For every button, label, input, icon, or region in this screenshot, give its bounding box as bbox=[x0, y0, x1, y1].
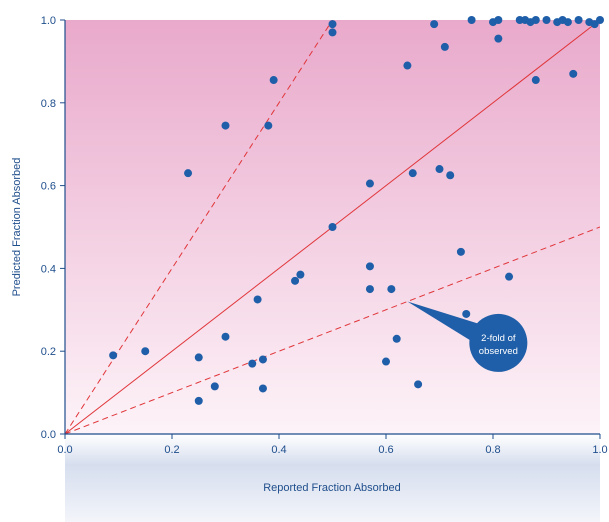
data-point bbox=[403, 61, 412, 70]
data-point bbox=[494, 34, 503, 43]
data-point bbox=[435, 165, 444, 174]
data-point bbox=[184, 169, 193, 178]
data-point bbox=[194, 396, 203, 405]
data-point bbox=[269, 76, 278, 85]
data-point bbox=[296, 270, 305, 279]
data-point bbox=[382, 357, 390, 366]
data-point bbox=[596, 16, 604, 24]
data-points bbox=[109, 16, 604, 405]
data-point bbox=[365, 179, 374, 188]
data-point bbox=[141, 347, 150, 356]
data-point bbox=[456, 247, 465, 256]
x-tick-label: 0.0 bbox=[57, 444, 72, 456]
annotation-bubble bbox=[407, 301, 528, 372]
reference-line-2-fold-under bbox=[65, 226, 600, 434]
data-point bbox=[462, 309, 471, 318]
data-point bbox=[365, 285, 374, 294]
data-point bbox=[531, 76, 540, 85]
data-point bbox=[387, 285, 396, 294]
data-point bbox=[328, 223, 337, 231]
data-point bbox=[291, 276, 300, 285]
x-tick-labels: 0.0 0.2 0.4 0.6 0.8 1.0 bbox=[57, 444, 607, 456]
annotation-text-line1: 2-fold of bbox=[481, 333, 516, 344]
data-point bbox=[569, 69, 578, 78]
data-point bbox=[531, 16, 540, 24]
data-point bbox=[221, 332, 230, 341]
x-tick-label: 0.2 bbox=[164, 444, 179, 456]
data-point bbox=[328, 20, 337, 29]
data-point bbox=[574, 16, 583, 24]
y-tick-label: 0.6 bbox=[41, 181, 56, 193]
x-tick-label: 0.6 bbox=[378, 444, 393, 456]
data-point bbox=[392, 334, 401, 343]
data-point bbox=[210, 382, 219, 391]
y-tick-label: 0.8 bbox=[41, 98, 56, 110]
annotation-text-line2: observed bbox=[479, 346, 518, 357]
data-point bbox=[563, 18, 572, 27]
data-point bbox=[194, 353, 203, 362]
data-point bbox=[414, 380, 423, 389]
x-axis-label: Reported Fraction Absorbed bbox=[263, 482, 401, 494]
y-axis-label: Predicted Fraction Absorbed bbox=[11, 158, 23, 297]
data-point bbox=[430, 20, 439, 29]
y-tick-label: 1.0 bbox=[41, 15, 56, 27]
data-point bbox=[494, 16, 503, 24]
data-point bbox=[248, 359, 257, 368]
x-axis-band bbox=[65, 434, 600, 522]
y-tick-label: 0.0 bbox=[41, 429, 56, 441]
data-point bbox=[446, 171, 455, 180]
reference-line-2-fold-over bbox=[65, 20, 333, 434]
data-point bbox=[542, 16, 551, 24]
y-tick-label: 0.4 bbox=[41, 263, 56, 275]
data-point bbox=[408, 169, 417, 178]
data-point bbox=[505, 272, 514, 281]
data-point bbox=[264, 121, 273, 130]
data-point bbox=[467, 16, 476, 24]
x-tick-label: 1.0 bbox=[592, 444, 607, 456]
annotation-callout: 2-fold of observed bbox=[407, 301, 528, 372]
y-tick-labels: 0.0 0.2 0.4 0.6 0.8 1.0 bbox=[41, 15, 56, 441]
data-point bbox=[221, 121, 230, 130]
data-point bbox=[109, 351, 118, 360]
data-point bbox=[258, 384, 267, 393]
x-tick-label: 0.4 bbox=[271, 444, 286, 456]
x-tick-label: 0.8 bbox=[485, 444, 500, 456]
data-point bbox=[253, 295, 262, 304]
axes bbox=[60, 19, 601, 439]
data-point bbox=[365, 262, 374, 271]
data-point bbox=[440, 42, 449, 51]
data-point bbox=[258, 355, 267, 364]
data-point bbox=[328, 28, 337, 37]
y-tick-label: 0.2 bbox=[41, 346, 56, 358]
